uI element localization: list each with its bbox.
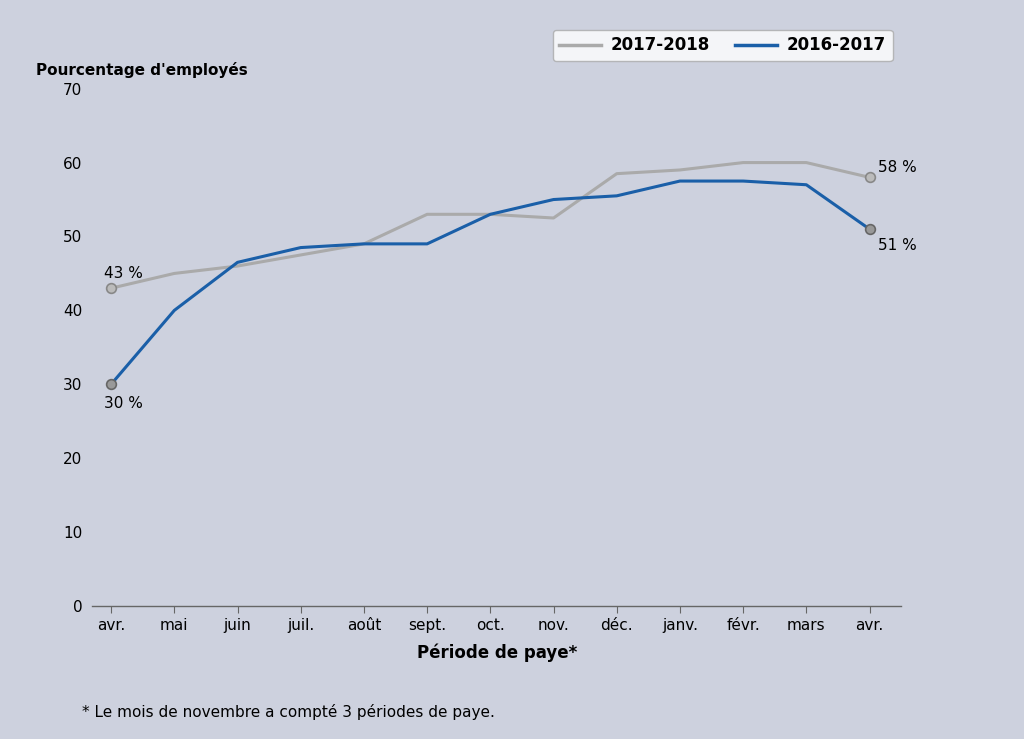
X-axis label: Période de paye*: Période de paye*	[417, 644, 577, 662]
Text: Pourcentage d'employés: Pourcentage d'employés	[36, 62, 247, 78]
Text: * Le mois de novembre a compté 3 périodes de paye.: * Le mois de novembre a compté 3 période…	[82, 704, 495, 720]
Text: 30 %: 30 %	[104, 396, 143, 411]
Text: 51 %: 51 %	[878, 238, 916, 253]
Text: 43 %: 43 %	[104, 267, 143, 282]
Text: 58 %: 58 %	[878, 160, 916, 175]
Legend: 2017-2018, 2016-2017: 2017-2018, 2016-2017	[553, 30, 893, 61]
